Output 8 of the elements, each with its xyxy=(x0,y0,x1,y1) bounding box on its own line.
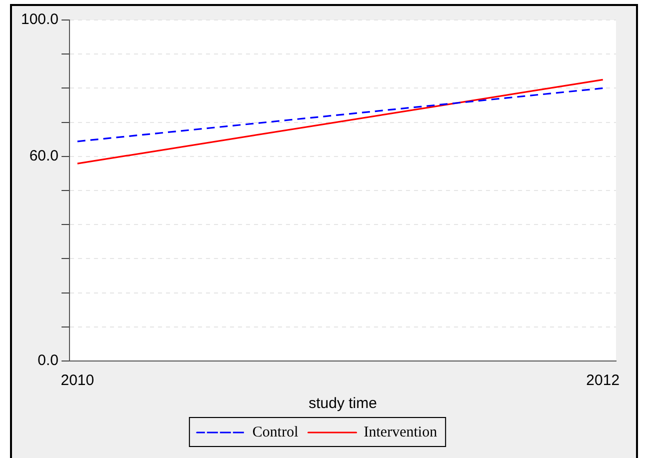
x-axis-title: study time xyxy=(308,395,377,412)
y-tick-label: 60.0 xyxy=(29,148,59,165)
y-tick-label: 0.0 xyxy=(38,352,59,370)
legend-label: Control xyxy=(252,424,298,440)
legend-label: Intervention xyxy=(364,424,438,440)
x-tick-label: 2012 xyxy=(586,372,620,390)
x-tick-label: 2010 xyxy=(60,372,94,390)
y-tick-label: 100.0 xyxy=(20,11,59,28)
